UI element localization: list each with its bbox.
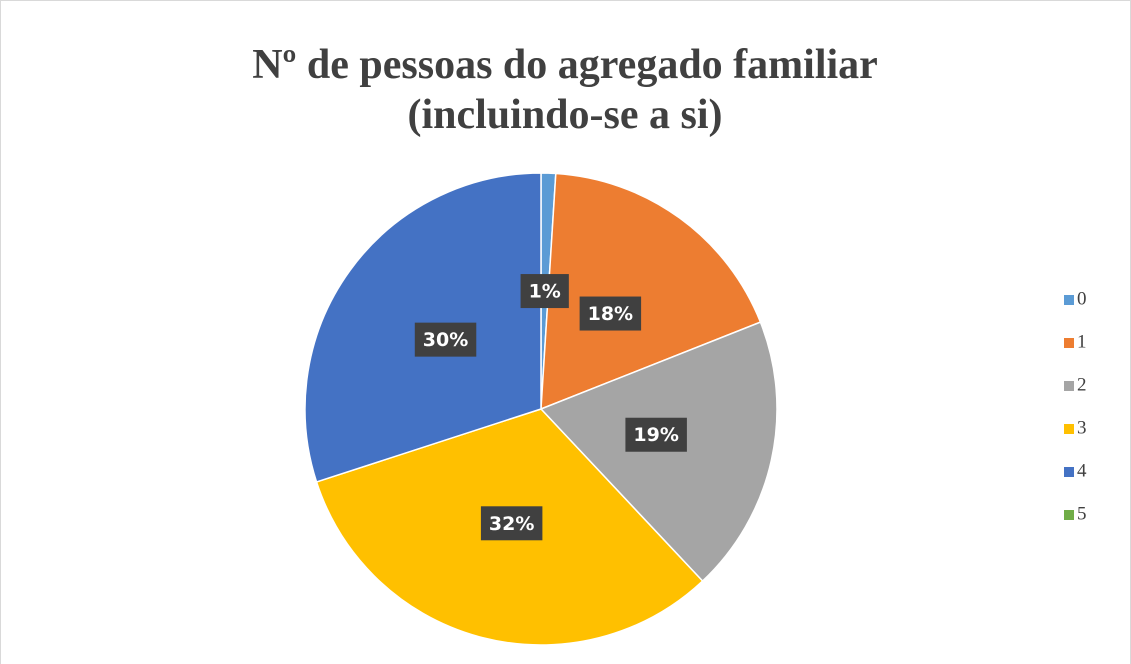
data-label: 18% [588,303,633,325]
data-label: 1% [529,281,561,303]
chart-subtitle: (incluindo-se a si) [407,92,722,138]
legend-swatch [1064,338,1074,348]
legend-swatch [1064,381,1074,391]
legend-label: 4 [1077,460,1087,481]
legend-label: 0 [1077,288,1087,309]
data-label-box [520,274,569,309]
data-label-box [625,417,687,452]
chart-title: Nº de pessoas do agregado familiar [252,42,878,88]
data-label-box [579,296,642,331]
data-label: 30% [423,329,468,351]
data-label-box [480,506,543,541]
legend-label: 5 [1077,503,1087,524]
legend-swatch [1064,295,1074,305]
legend-label: 3 [1077,417,1087,438]
legend-swatch [1064,510,1074,520]
data-label-box [414,322,477,357]
data-label: 19% [633,424,678,446]
legend-swatch [1064,467,1074,477]
legend-swatch [1064,424,1074,434]
legend-label: 1 [1077,331,1087,352]
legend-label: 2 [1077,374,1087,395]
pie-slice [540,172,762,411]
data-label: 32% [489,513,534,535]
